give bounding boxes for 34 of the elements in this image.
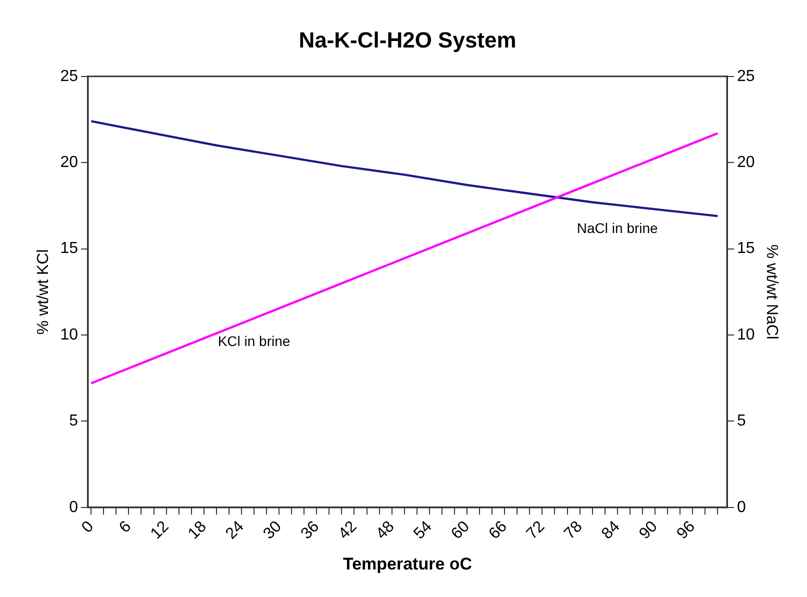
y2-tick-label: 25 xyxy=(737,68,755,85)
x-tick-label: 96 xyxy=(674,518,699,543)
x-tick-label: 54 xyxy=(410,518,436,543)
x-tick-label: 6 xyxy=(116,518,135,536)
x-tick-label: 72 xyxy=(524,518,548,543)
series-label: NaCl in brine xyxy=(576,220,658,236)
x-tick-label: 48 xyxy=(373,518,398,543)
x-tick-label: 30 xyxy=(260,518,286,543)
y2-tick-label: 10 xyxy=(737,326,755,344)
y2-tick-label: 0 xyxy=(737,498,746,516)
y-axis-title: % wt/wt KCl xyxy=(35,249,52,335)
y2-tick-label: 5 xyxy=(737,412,746,430)
y-tick-label: 0 xyxy=(69,498,78,516)
x-tick-label: 66 xyxy=(486,518,511,543)
x-tick-label: 36 xyxy=(298,518,323,543)
y-tick-label: 15 xyxy=(60,240,78,258)
y2-axis-title: % wt/wt NaCl xyxy=(762,244,780,340)
x-tick-label: 42 xyxy=(336,518,360,543)
y2-tick-label: 20 xyxy=(737,154,755,172)
x-tick-label: 18 xyxy=(185,518,210,543)
y-tick-label: 25 xyxy=(60,68,78,85)
series-label: KCl in brine xyxy=(218,333,290,350)
y-tick-label: 20 xyxy=(60,154,78,172)
y-tick-label: 5 xyxy=(69,412,78,430)
x-tick-label: 60 xyxy=(448,518,474,543)
y2-tick-label: 15 xyxy=(737,240,755,258)
x-tick-label: 78 xyxy=(561,518,586,543)
x-tick-label: 84 xyxy=(598,518,624,543)
x-tick-label: 24 xyxy=(222,518,248,543)
x-tick-label: 12 xyxy=(148,518,172,543)
y-tick-label: 10 xyxy=(60,326,78,344)
x-tick-label: 90 xyxy=(636,518,661,543)
x-axis-title: Temperature oC xyxy=(342,554,472,574)
chart-title: Na-K-Cl-H2O System xyxy=(298,27,516,52)
